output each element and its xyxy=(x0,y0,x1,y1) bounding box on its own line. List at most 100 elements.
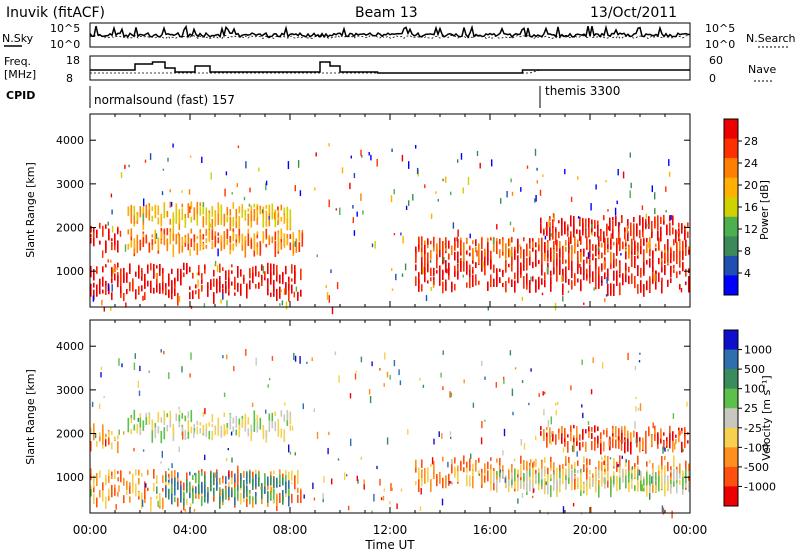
data-cell xyxy=(208,212,211,218)
data-cell xyxy=(156,265,158,269)
data-cell xyxy=(514,367,517,370)
data-cell xyxy=(295,238,298,244)
data-cell xyxy=(457,242,459,248)
data-cell xyxy=(127,423,130,433)
data-cell xyxy=(117,470,119,474)
data-cell xyxy=(452,222,455,229)
data-cell xyxy=(436,270,438,274)
data-cell xyxy=(558,231,560,239)
data-cell xyxy=(637,407,640,411)
data-cell xyxy=(547,248,549,258)
data-cell xyxy=(613,252,615,260)
data-cell xyxy=(142,237,145,247)
data-cell xyxy=(111,471,113,477)
data-cell xyxy=(550,431,553,438)
data-cell xyxy=(144,273,146,281)
data-cell xyxy=(586,458,588,465)
noise-left-tick-bottom: 10^0 xyxy=(50,38,80,51)
data-cell xyxy=(502,251,504,256)
data-cell xyxy=(259,209,262,215)
data-cell xyxy=(508,263,510,268)
data-cell xyxy=(550,456,552,463)
data-cell xyxy=(606,276,608,284)
colorbar-tick-label: 500 xyxy=(744,363,765,376)
data-cell xyxy=(670,483,672,494)
freq-label-1: Freq. xyxy=(4,55,31,68)
data-cell xyxy=(286,217,289,230)
data-cell xyxy=(601,242,603,248)
data-cell xyxy=(427,238,429,245)
data-cell xyxy=(133,215,136,225)
data-cell xyxy=(252,474,254,479)
data-cell xyxy=(550,439,552,445)
data-cell xyxy=(437,199,439,202)
data-cell xyxy=(621,217,623,223)
data-cell xyxy=(629,152,631,158)
data-cell xyxy=(418,476,420,482)
data-cell xyxy=(262,216,265,228)
data-cell xyxy=(204,265,206,274)
data-cell xyxy=(589,476,591,487)
data-cell xyxy=(616,200,618,205)
data-cell xyxy=(457,271,459,279)
data-cell xyxy=(493,470,495,479)
data-cell xyxy=(132,282,134,292)
data-cell xyxy=(349,182,351,190)
data-cell xyxy=(577,259,579,269)
data-cell xyxy=(567,441,569,453)
data-cell xyxy=(685,482,687,488)
data-cell xyxy=(589,469,591,475)
data-cell xyxy=(153,469,155,479)
data-cell xyxy=(641,484,643,492)
data-cell xyxy=(648,241,650,248)
colorbar-tick-label: 12 xyxy=(744,223,758,236)
data-cell xyxy=(252,479,254,486)
data-cell xyxy=(249,490,251,494)
data-cell xyxy=(202,211,205,215)
data-cell xyxy=(538,481,540,491)
data-cell xyxy=(283,215,286,224)
data-cell xyxy=(687,231,689,238)
data-cell xyxy=(107,221,109,226)
data-cell xyxy=(235,234,238,246)
data-cell xyxy=(144,292,146,300)
noise-search-trace xyxy=(89,34,691,40)
data-cell xyxy=(511,472,513,485)
colorbar-segment xyxy=(724,427,738,448)
data-cell xyxy=(655,472,657,481)
data-cell xyxy=(279,274,281,279)
data-cell xyxy=(553,476,555,482)
data-cell xyxy=(427,280,429,284)
data-cell xyxy=(597,224,599,238)
data-cell xyxy=(558,220,560,224)
data-cell xyxy=(639,229,641,239)
data-cell xyxy=(142,420,145,428)
data-cell xyxy=(652,266,654,280)
colorbar-segment xyxy=(724,330,738,351)
data-cell xyxy=(564,428,566,439)
data-cell xyxy=(102,266,104,273)
data-cell xyxy=(603,429,605,435)
data-cell xyxy=(111,475,113,479)
data-cell xyxy=(228,290,230,296)
data-cell xyxy=(344,472,346,480)
data-cell xyxy=(135,271,137,277)
data-cell xyxy=(174,288,176,296)
data-cell xyxy=(174,277,176,288)
data-cell xyxy=(556,471,558,476)
data-cell xyxy=(573,216,575,226)
data-cell xyxy=(544,478,546,487)
data-cell xyxy=(540,228,542,233)
data-cell xyxy=(246,489,248,498)
data-cell xyxy=(481,421,483,429)
data-cell xyxy=(255,469,257,478)
data-cell xyxy=(604,239,606,248)
data-cell xyxy=(150,280,152,294)
data-cell xyxy=(669,215,671,222)
data-cell xyxy=(259,241,262,252)
data-cell xyxy=(472,402,475,408)
data-cell xyxy=(555,409,557,416)
data-cell xyxy=(580,480,582,490)
data-cell xyxy=(502,450,504,456)
data-cell xyxy=(583,464,585,473)
